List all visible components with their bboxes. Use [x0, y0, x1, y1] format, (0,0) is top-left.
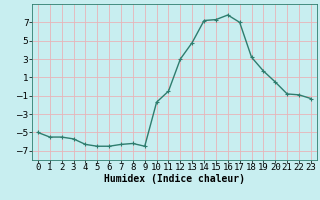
X-axis label: Humidex (Indice chaleur): Humidex (Indice chaleur) — [104, 174, 245, 184]
